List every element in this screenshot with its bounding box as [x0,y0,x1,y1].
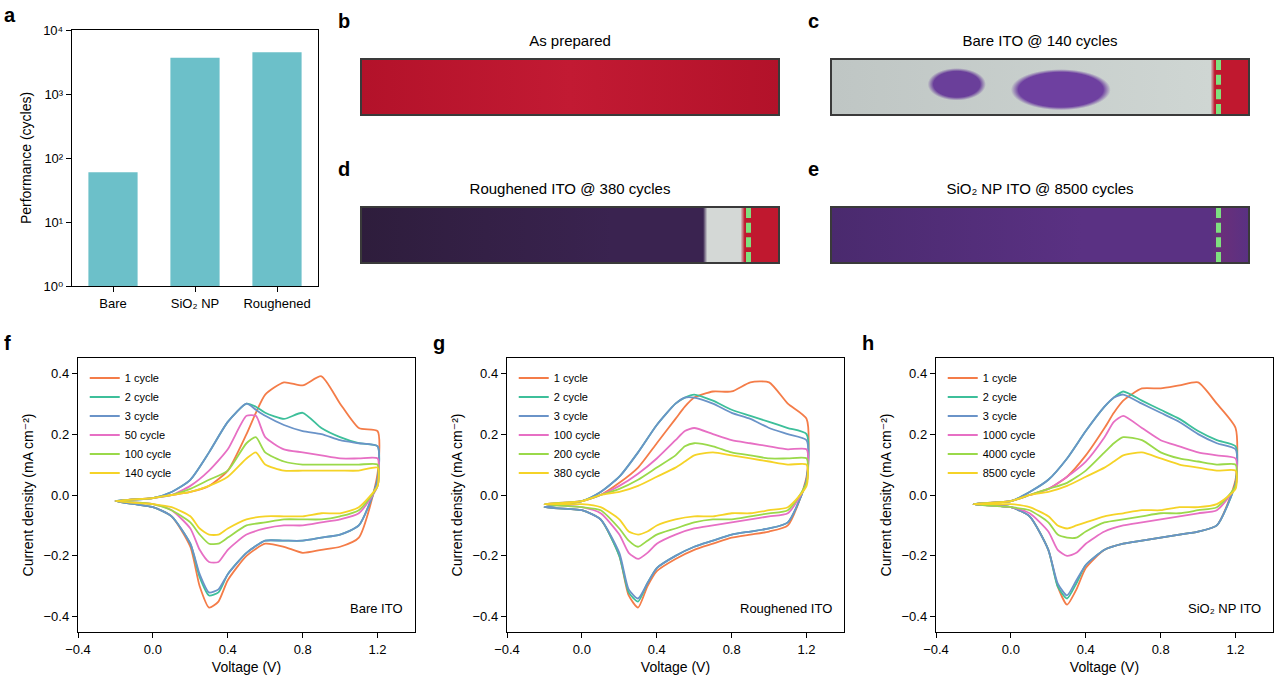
svg-text:−0.4: −0.4 [923,642,949,657]
html-text:As prepared: As prepared [529,32,611,49]
svg-text:1 cycle: 1 cycle [983,372,1017,384]
svg-text:10³: 10³ [44,87,63,102]
svg-text:10⁴: 10⁴ [43,23,63,38]
html-text:a: a [4,4,16,26]
svg-text:0.4: 0.4 [51,366,69,381]
svg-text:3 cycle: 3 cycle [554,410,588,422]
svg-text:SiO₂ NP ITO: SiO₂ NP ITO [1188,601,1261,616]
svg-text:Voltage (V): Voltage (V) [1070,659,1139,675]
svg-text:−0.2: −0.2 [902,548,928,563]
svg-text:10⁰: 10⁰ [44,279,64,294]
svg-text:2 cycle: 2 cycle [125,391,159,403]
html-text:Bare ITO @ 140 cycles: Bare ITO @ 140 cycles [962,32,1118,49]
svg-text:4000 cycle: 4000 cycle [983,448,1036,460]
svg-text:0.0: 0.0 [1002,642,1020,657]
svg-text:0.8: 0.8 [1152,642,1170,657]
svg-text:−0.2: −0.2 [44,548,70,563]
svg-text:0.2: 0.2 [480,427,498,442]
svg-text:10¹: 10¹ [44,215,63,230]
svg-text:200 cycle: 200 cycle [554,448,600,460]
svg-text:2 cycle: 2 cycle [554,391,588,403]
svg-text:50 cycle: 50 cycle [125,429,165,441]
svg-text:Current density (mA cm⁻²): Current density (mA cm⁻²) [20,414,36,577]
svg-text:0.8: 0.8 [294,642,312,657]
svg-text:Current density (mA cm⁻²): Current density (mA cm⁻²) [878,414,894,577]
svg-text:0.4: 0.4 [219,642,237,657]
svg-text:10²: 10² [44,151,63,166]
svg-text:0.0: 0.0 [573,642,591,657]
svg-text:140 cycle: 140 cycle [125,467,171,479]
html-text:g: g [433,332,446,354]
svg-text:−0.4: −0.4 [902,609,928,624]
html-text:f: f [4,332,11,354]
svg-text:−0.2: −0.2 [473,548,499,563]
svg-text:1 cycle: 1 cycle [554,372,588,384]
svg-text:Voltage (V): Voltage (V) [212,659,281,675]
svg-text:3 cycle: 3 cycle [983,410,1017,422]
svg-text:3 cycle: 3 cycle [125,410,159,422]
svg-text:380 cycle: 380 cycle [554,467,600,479]
svg-text:0.4: 0.4 [480,366,498,381]
svg-text:Roughened ITO: Roughened ITO [740,601,832,616]
html-text:b: b [338,10,351,32]
svg-text:−0.4: −0.4 [494,642,520,657]
svg-text:2 cycle: 2 cycle [983,391,1017,403]
svg-text:Voltage (V): Voltage (V) [641,659,710,675]
svg-text:Performance (cycles): Performance (cycles) [18,92,34,224]
svg-text:Bare: Bare [99,296,126,311]
html-text:e: e [808,158,820,180]
svg-text:0.4: 0.4 [1077,642,1095,657]
html-text:h: h [862,332,875,354]
svg-text:Roughened: Roughened [243,296,310,311]
svg-text:0.0: 0.0 [480,488,498,503]
svg-text:1.2: 1.2 [798,642,816,657]
svg-text:1 cycle: 1 cycle [125,372,159,384]
svg-text:0.2: 0.2 [909,427,927,442]
svg-text:−0.4: −0.4 [473,609,499,624]
html-text:SiO₂ NP ITO @ 8500 cycles: SiO₂ NP ITO @ 8500 cycles [946,180,1134,197]
svg-text:0.0: 0.0 [144,642,162,657]
svg-text:Current density (mA cm⁻²): Current density (mA cm⁻²) [449,414,465,577]
svg-text:8500 cycle: 8500 cycle [983,467,1036,479]
html-text:d: d [338,158,351,180]
svg-text:100 cycle: 100 cycle [125,448,171,460]
svg-text:100 cycle: 100 cycle [554,429,600,441]
svg-text:1.2: 1.2 [1227,642,1245,657]
svg-text:0.2: 0.2 [51,427,69,442]
svg-text:0.0: 0.0 [909,488,927,503]
html-text:Roughened ITO @ 380 cycles: Roughened ITO @ 380 cycles [469,180,671,197]
svg-text:SiO₂ NP: SiO₂ NP [171,296,219,311]
svg-text:0.4: 0.4 [648,642,666,657]
svg-text:0.4: 0.4 [909,366,927,381]
svg-text:0.0: 0.0 [51,488,69,503]
svg-text:Bare ITO: Bare ITO [350,601,403,616]
html-text:c: c [808,10,820,32]
svg-text:1000 cycle: 1000 cycle [983,429,1036,441]
svg-text:0.8: 0.8 [723,642,741,657]
svg-text:−0.4: −0.4 [65,642,91,657]
svg-text:1.2: 1.2 [369,642,387,657]
svg-text:−0.4: −0.4 [44,609,70,624]
